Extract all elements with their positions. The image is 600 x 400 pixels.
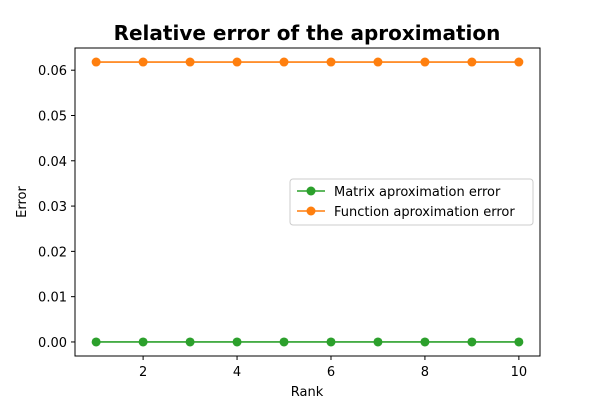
y-tick-label: 0.01 [38,291,67,306]
legend-marker-function [306,206,316,216]
series-0-point [373,337,383,347]
series-1-point [514,57,524,67]
legend-marker-matrix [306,186,316,196]
y-tick-label: 0.06 [38,64,67,79]
x-tick-label: 8 [421,365,429,380]
x-tick-label: 2 [139,365,147,380]
series-0-point [467,337,477,347]
series-0-point [138,337,148,347]
series-1-point [185,57,195,67]
x-axis-ticks: 2 4 6 8 10 [139,356,527,380]
legend-box [289,178,534,226]
series-1-point [232,57,242,67]
y-tick-label: 0.03 [38,200,67,215]
y-tick-label: 0.04 [38,155,67,170]
series-1-point [279,57,289,67]
legend-label-function: Function aproximation error [334,205,515,220]
series-0-point [514,337,524,347]
y-axis-ticks: 0.00 0.01 0.02 0.03 0.04 0.05 0.06 [38,64,75,351]
y-axis-label: Error [15,186,30,218]
x-axis-label: Rank [291,385,324,400]
series-1-point [373,57,383,67]
series-1-point [467,57,477,67]
series-1-point [91,57,101,67]
legend-label-matrix: Matrix aproximation error [334,185,501,200]
series-1-point [138,57,148,67]
x-tick-label: 10 [511,365,528,380]
series-0-point [326,337,336,347]
x-tick-label: 6 [327,365,335,380]
series-0-point [232,337,242,347]
series-1-point [326,57,336,67]
chart-title: Relative error of the aproximation [114,21,501,45]
legend: Matrix aproximation error Function aprox… [289,178,534,226]
series-layer [91,57,524,347]
series-1-point [420,57,430,67]
y-tick-label: 0.05 [38,109,67,124]
plot-frame [74,47,541,357]
series-0-point [185,337,195,347]
series-0-point [279,337,289,347]
series-0-point [91,337,101,347]
y-tick-label: 0.00 [38,336,67,351]
x-tick-label: 4 [233,365,241,380]
series-0-point [420,337,430,347]
y-tick-label: 0.02 [38,245,67,260]
